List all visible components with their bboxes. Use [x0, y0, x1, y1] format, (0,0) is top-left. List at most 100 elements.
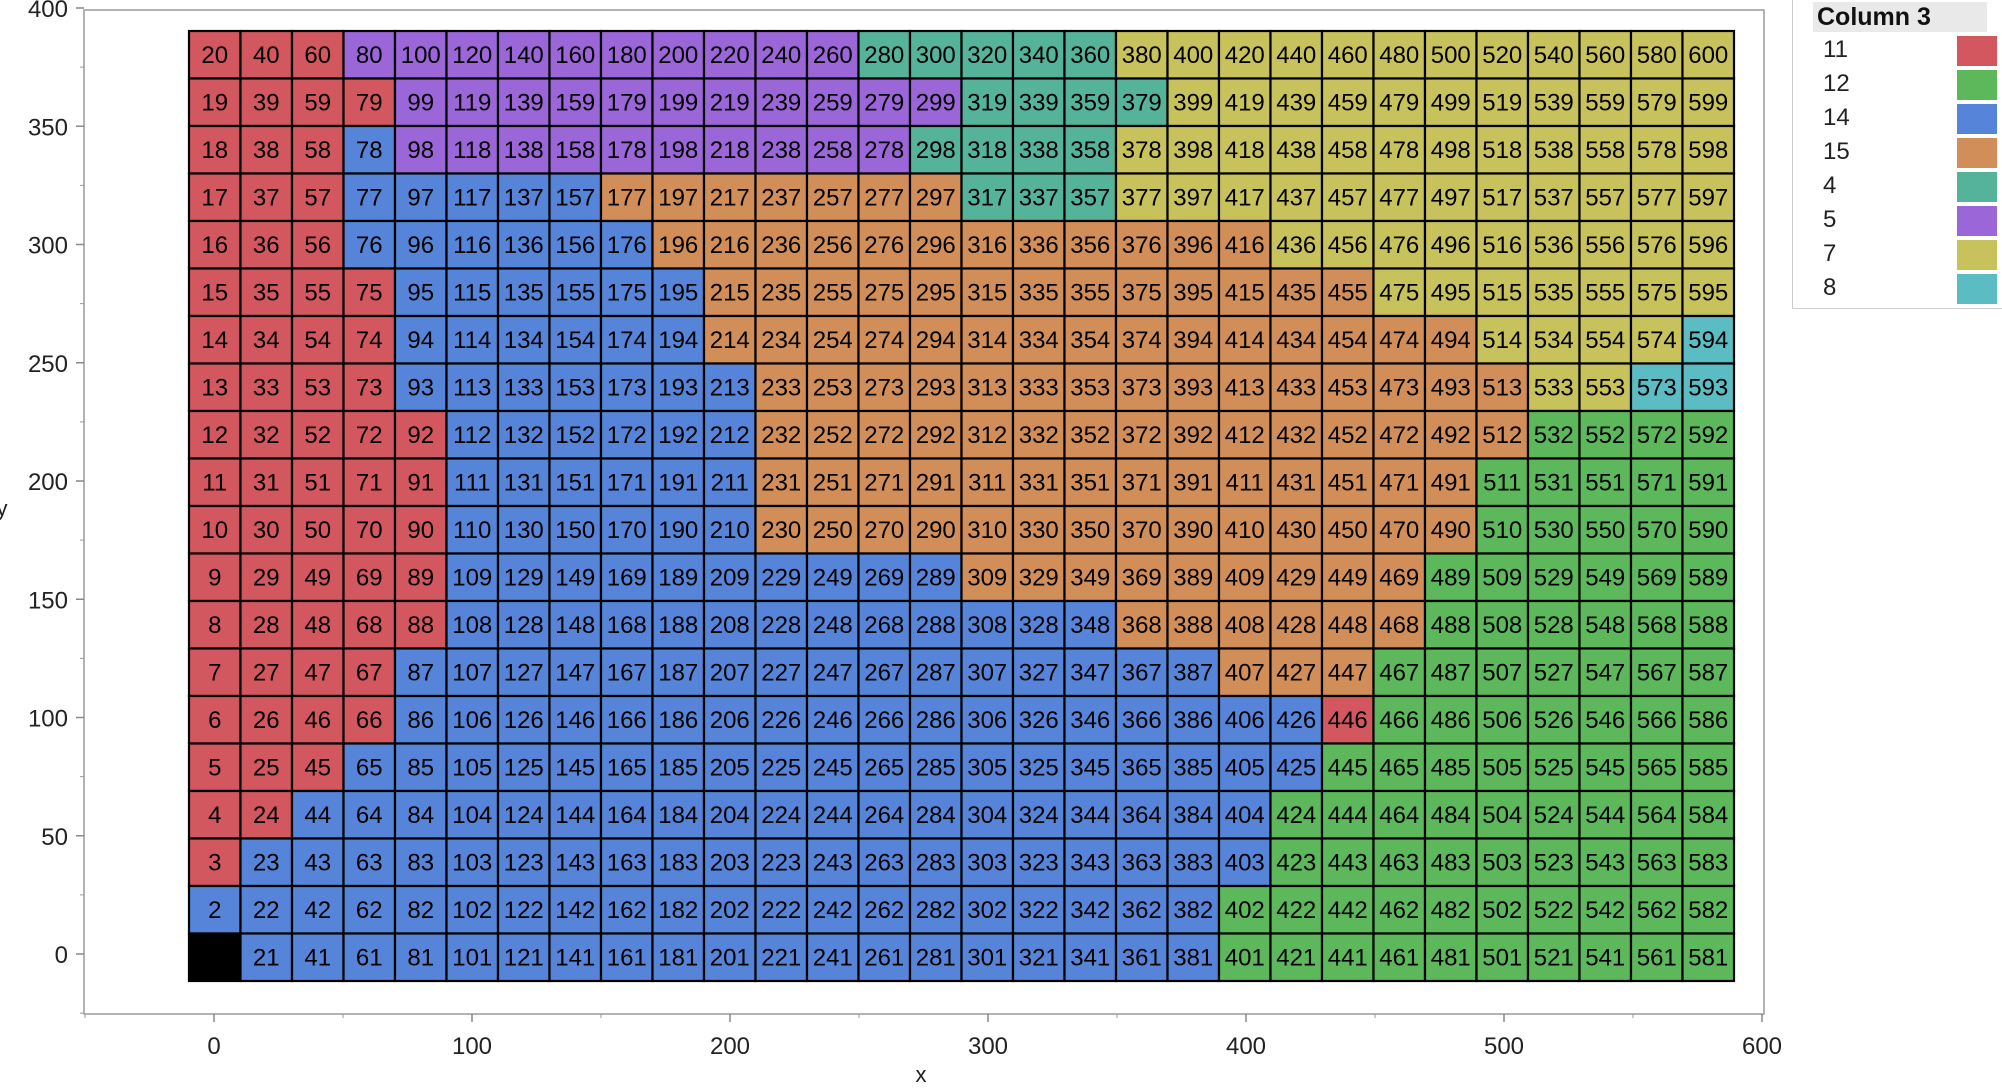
heatmap-cell[interactable]	[754, 742, 809, 793]
heatmap-cell[interactable]	[651, 362, 706, 413]
heatmap-cell[interactable]	[445, 647, 500, 698]
heatmap-cell[interactable]	[754, 694, 809, 745]
heatmap-cell[interactable]	[1063, 647, 1118, 698]
heatmap-cell[interactable]	[496, 599, 551, 650]
heatmap-cell[interactable]	[1681, 837, 1736, 888]
heatmap-cell[interactable]	[960, 932, 1015, 983]
heatmap-cell[interactable]	[1372, 647, 1427, 698]
heatmap-cell[interactable]	[1629, 742, 1684, 793]
heatmap-cell[interactable]	[393, 124, 448, 175]
heatmap-cell[interactable]	[702, 124, 757, 175]
legend-item[interactable]: 11	[1793, 34, 2002, 68]
heatmap-cell[interactable]	[805, 172, 860, 223]
heatmap-cell[interactable]	[1423, 789, 1478, 840]
heatmap-cell[interactable]	[1526, 219, 1581, 270]
heatmap-cell[interactable]	[548, 837, 603, 888]
heatmap-cell[interactable]	[1217, 362, 1272, 413]
heatmap-cell[interactable]	[342, 789, 397, 840]
heatmap-cell[interactable]	[1063, 29, 1118, 80]
heatmap-cell[interactable]	[599, 29, 654, 80]
heatmap-cell[interactable]	[290, 362, 345, 413]
heatmap-cell[interactable]	[239, 742, 294, 793]
heatmap-cell[interactable]	[496, 362, 551, 413]
heatmap-cell[interactable]	[1423, 932, 1478, 983]
heatmap-cell[interactable]	[1320, 77, 1375, 128]
heatmap-cell[interactable]	[1681, 172, 1736, 223]
heatmap-cell[interactable]	[1114, 837, 1169, 888]
heatmap-cell[interactable]	[1217, 314, 1272, 365]
heatmap-cell[interactable]	[1475, 789, 1530, 840]
heatmap-cell[interactable]	[1681, 742, 1736, 793]
heatmap-cell[interactable]	[187, 647, 242, 698]
heatmap-cell[interactable]	[239, 932, 294, 983]
heatmap-cell[interactable]	[1475, 219, 1530, 270]
heatmap-cell[interactable]	[908, 409, 963, 460]
heatmap-cell[interactable]	[651, 789, 706, 840]
heatmap-cell[interactable]	[393, 219, 448, 270]
heatmap-cell[interactable]	[702, 362, 757, 413]
heatmap-cell[interactable]	[548, 599, 603, 650]
heatmap-cell[interactable]	[599, 647, 654, 698]
heatmap-cell[interactable]	[1578, 362, 1633, 413]
heatmap-cell[interactable]	[1063, 219, 1118, 270]
heatmap-cell[interactable]	[1217, 219, 1272, 270]
heatmap-cell[interactable]	[1681, 219, 1736, 270]
heatmap-cell[interactable]	[548, 742, 603, 793]
heatmap-cell[interactable]	[1681, 694, 1736, 745]
heatmap-cell[interactable]	[1011, 457, 1066, 508]
heatmap-cell[interactable]	[445, 77, 500, 128]
heatmap-cell[interactable]	[1011, 599, 1066, 650]
heatmap-cell[interactable]	[496, 219, 551, 270]
heatmap-cell[interactable]	[290, 884, 345, 935]
heatmap-cell[interactable]	[857, 884, 912, 935]
heatmap-cell[interactable]	[1320, 837, 1375, 888]
heatmap-cell[interactable]	[805, 457, 860, 508]
heatmap-cell[interactable]	[857, 362, 912, 413]
heatmap-cell[interactable]	[857, 504, 912, 555]
heatmap-cell[interactable]	[393, 362, 448, 413]
heatmap-cell[interactable]	[1475, 647, 1530, 698]
heatmap-cell[interactable]	[1423, 267, 1478, 318]
heatmap-cell[interactable]	[1269, 29, 1324, 80]
heatmap-cell[interactable]	[1166, 932, 1221, 983]
heatmap-cell[interactable]	[1578, 29, 1633, 80]
heatmap-cell[interactable]	[393, 742, 448, 793]
heatmap-cell[interactable]	[651, 409, 706, 460]
heatmap-cell[interactable]	[651, 314, 706, 365]
heatmap-cell[interactable]	[496, 124, 551, 175]
heatmap-cell[interactable]	[754, 172, 809, 223]
heatmap-cell[interactable]	[1063, 837, 1118, 888]
heatmap-cell[interactable]	[1681, 932, 1736, 983]
heatmap-cell[interactable]	[960, 409, 1015, 460]
heatmap-cell[interactable]	[1217, 504, 1272, 555]
heatmap-cell[interactable]	[1372, 219, 1427, 270]
heatmap-cell[interactable]	[393, 172, 448, 223]
heatmap-cell[interactable]	[290, 932, 345, 983]
heatmap-cell[interactable]	[702, 267, 757, 318]
heatmap-cell[interactable]	[445, 837, 500, 888]
heatmap-cell[interactable]	[1269, 932, 1324, 983]
heatmap-cell[interactable]	[548, 884, 603, 935]
legend-item[interactable]: 14	[1793, 102, 2002, 136]
heatmap-cell[interactable]	[960, 124, 1015, 175]
heatmap-cell[interactable]	[496, 694, 551, 745]
heatmap-cell[interactable]	[290, 742, 345, 793]
heatmap-cell[interactable]	[754, 789, 809, 840]
heatmap-cell[interactable]	[1269, 219, 1324, 270]
heatmap-cell[interactable]	[960, 314, 1015, 365]
heatmap-cell[interactable]	[1423, 647, 1478, 698]
heatmap-cell[interactable]	[342, 457, 397, 508]
heatmap-cell[interactable]	[1217, 124, 1272, 175]
heatmap-cell[interactable]	[445, 362, 500, 413]
heatmap-cell[interactable]	[960, 742, 1015, 793]
heatmap-cell[interactable]	[1681, 457, 1736, 508]
heatmap-cell[interactable]	[960, 884, 1015, 935]
heatmap-cell[interactable]	[1166, 77, 1221, 128]
heatmap-cell[interactable]	[496, 29, 551, 80]
heatmap-cell[interactable]	[187, 837, 242, 888]
heatmap-cell[interactable]	[1681, 314, 1736, 365]
heatmap-cell[interactable]	[1372, 77, 1427, 128]
heatmap-cell[interactable]	[1166, 409, 1221, 460]
heatmap-cell[interactable]	[496, 172, 551, 223]
legend-item[interactable]: 12	[1793, 68, 2002, 102]
